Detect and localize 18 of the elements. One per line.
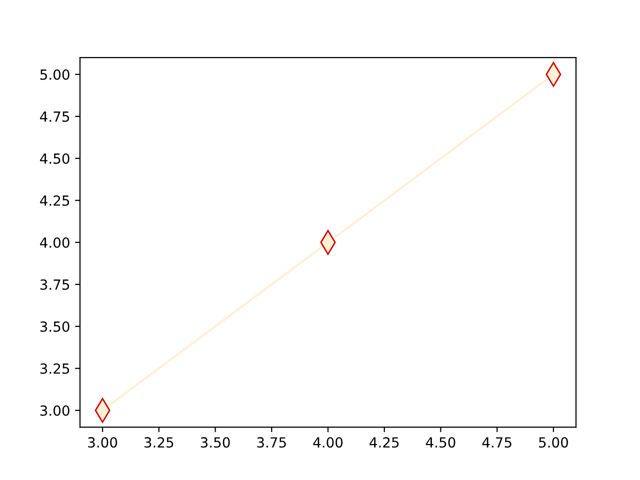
x-tick-label: 3.00 <box>88 437 118 448</box>
y-tick-label: 4.75 <box>40 112 70 122</box>
x-tick-label: 4.00 <box>313 437 343 448</box>
y-tick-label: 3.75 <box>40 279 70 290</box>
x-tick-label: 4.50 <box>426 437 456 448</box>
y-tick-label: 3.50 <box>40 321 70 332</box>
x-tick-label: 4.75 <box>482 437 512 448</box>
y-tick-label: 4.25 <box>40 195 70 206</box>
y-tick-label: 3.00 <box>40 405 70 416</box>
y-tick-label: 4.00 <box>40 237 70 248</box>
x-tick-label: 3.50 <box>200 437 230 448</box>
y-tick-label: 4.50 <box>40 153 70 164</box>
y-tick-label: 3.25 <box>40 363 70 374</box>
x-tick-label: 3.25 <box>144 437 174 448</box>
x-tick-label: 5.00 <box>539 437 568 448</box>
y-tick-label: 5.00 <box>40 69 70 80</box>
x-tick-label: 3.75 <box>257 437 286 448</box>
x-tick-label: 4.25 <box>370 437 399 448</box>
